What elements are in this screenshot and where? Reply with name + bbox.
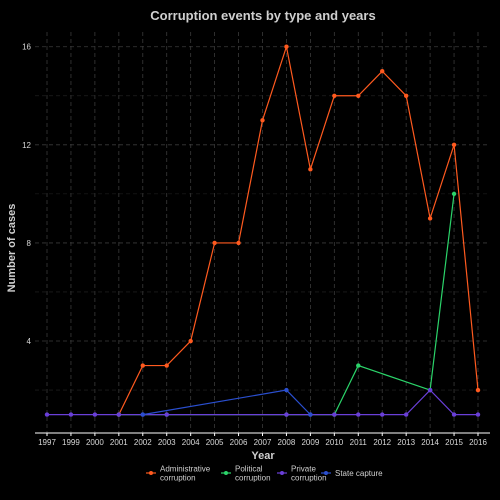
legend-item: State capture bbox=[321, 469, 383, 478]
x-tick-label: 2005 bbox=[206, 438, 224, 447]
x-tick-label: 2006 bbox=[230, 438, 248, 447]
x-tick-label: 2015 bbox=[445, 438, 463, 447]
data-point bbox=[44, 412, 50, 417]
data-point bbox=[356, 363, 361, 368]
legend-label-line: Private bbox=[291, 465, 316, 474]
data-point bbox=[451, 142, 457, 148]
x-tick-label: 1997 bbox=[38, 438, 56, 447]
chart-title: Corruption events by type and years bbox=[150, 8, 375, 23]
x-tick-label: 2016 bbox=[469, 438, 487, 447]
legend-label: Administrative corruption bbox=[160, 465, 211, 483]
legend-item: Administrative corruption bbox=[146, 465, 211, 483]
data-point bbox=[164, 412, 169, 417]
data-point bbox=[140, 363, 145, 368]
data-point bbox=[403, 93, 409, 98]
x-tick-label: 2010 bbox=[325, 438, 343, 447]
data-point bbox=[212, 240, 217, 246]
x-tick-label: 2001 bbox=[110, 438, 128, 447]
legend-swatch-point bbox=[224, 471, 228, 475]
x-tick-label: 2000 bbox=[86, 438, 104, 447]
legend-label-line: State capture bbox=[335, 469, 383, 478]
legend-label-line: corruption bbox=[160, 474, 196, 483]
x-axis-title: Year bbox=[251, 450, 275, 462]
x-tick-label: 2004 bbox=[182, 438, 200, 447]
legend-label-line: corruption bbox=[291, 474, 327, 483]
data-point bbox=[68, 412, 74, 417]
legend-swatch-point bbox=[324, 471, 328, 475]
data-point bbox=[284, 412, 289, 417]
series-3 bbox=[140, 387, 313, 417]
data-point bbox=[427, 387, 433, 393]
legend-label: Political corruption bbox=[235, 465, 271, 483]
legend-swatch-point bbox=[149, 471, 153, 475]
data-point bbox=[284, 387, 289, 393]
data-point bbox=[451, 191, 457, 197]
grid bbox=[35, 32, 490, 433]
data-point bbox=[236, 240, 241, 246]
x-tick-label: 2009 bbox=[301, 438, 319, 447]
y-tick-label: 16 bbox=[22, 43, 31, 52]
data-point bbox=[260, 118, 265, 123]
x-tick-label: 1999 bbox=[62, 438, 80, 447]
y-ticks: 4 8 12 16 bbox=[22, 43, 31, 346]
data-point bbox=[380, 69, 385, 74]
data-point bbox=[475, 412, 481, 417]
data-point bbox=[92, 412, 98, 417]
data-point bbox=[427, 216, 433, 221]
x-tick-label: 2008 bbox=[278, 438, 296, 447]
x-tick-label: 2014 bbox=[421, 438, 439, 447]
y-tick-label: 8 bbox=[27, 239, 32, 248]
series-line bbox=[142, 389, 311, 416]
series-0 bbox=[116, 44, 481, 417]
x-tick-label: 2007 bbox=[254, 438, 272, 447]
legend-label-line: Administrative bbox=[160, 465, 211, 474]
legend-label: State capture bbox=[335, 469, 383, 478]
x-tick-label: 2011 bbox=[350, 438, 368, 447]
legend-label-line: corruption bbox=[235, 474, 271, 483]
y-axis-title: Number of cases bbox=[6, 204, 18, 293]
data-point bbox=[284, 44, 289, 49]
x-tick-label: 2012 bbox=[373, 438, 391, 447]
data-point bbox=[188, 338, 193, 344]
data-point bbox=[116, 412, 122, 417]
data-point bbox=[475, 387, 481, 393]
x-tick-label: 2013 bbox=[397, 438, 415, 447]
series bbox=[44, 44, 481, 417]
legend-item: Political corruption bbox=[221, 465, 271, 483]
series-line bbox=[118, 193, 455, 416]
data-point bbox=[451, 412, 457, 417]
legend-label-line: Political bbox=[235, 465, 263, 474]
y-tick-label: 4 bbox=[27, 337, 32, 346]
data-point bbox=[308, 412, 313, 417]
data-point bbox=[140, 412, 145, 417]
data-point bbox=[332, 93, 337, 98]
legend-item: Private corruption bbox=[277, 465, 327, 483]
data-point bbox=[356, 93, 361, 98]
data-point bbox=[403, 412, 409, 417]
y-tick-label: 12 bbox=[22, 141, 31, 150]
legend-label: Private corruption bbox=[291, 465, 327, 483]
legend-swatch-point bbox=[280, 471, 284, 475]
x-tick-label: 2002 bbox=[134, 438, 152, 447]
x-ticks: 1997 1999 2000 2001 2002 2003 2004 2005 2006 2007… bbox=[38, 433, 487, 447]
data-point bbox=[308, 167, 313, 172]
series-line bbox=[118, 44, 479, 415]
data-point bbox=[332, 412, 337, 417]
data-point bbox=[164, 363, 169, 368]
x-tick-label: 2003 bbox=[158, 438, 176, 447]
data-point bbox=[380, 412, 385, 417]
data-point bbox=[356, 412, 361, 417]
